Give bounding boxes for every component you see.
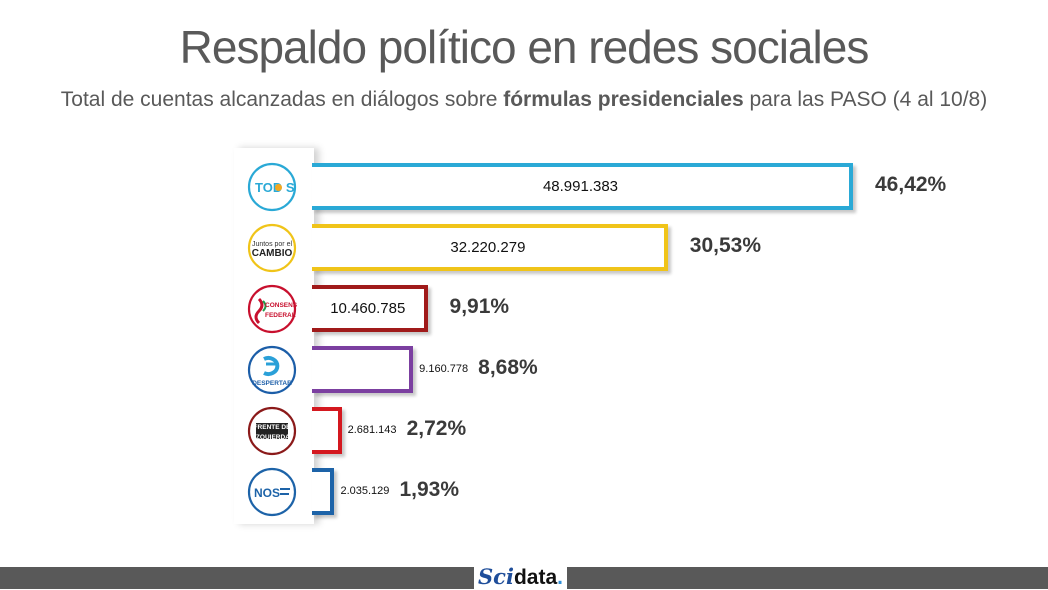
despertar-logo-icon: DESPERTAR xyxy=(247,345,297,394)
bar-3 xyxy=(312,285,428,332)
brand-dot-text: . xyxy=(557,566,563,589)
party-logo-3: CONSENSO FEDERAL xyxy=(247,283,297,334)
svg-text:FRENTE DE: FRENTE DE xyxy=(254,424,292,431)
frente-de-todos-logo-icon: TOD S xyxy=(247,162,297,211)
subtitle-text-before: Total de cuentas alcanzadas en diálogos … xyxy=(60,88,504,111)
nos-logo-icon: NOS xyxy=(247,467,297,516)
page-title: Respaldo político en redes sociales xyxy=(179,21,870,73)
bar-1 xyxy=(312,163,853,210)
bar-percent-label-1: 46,42% xyxy=(875,172,947,196)
svg-text:FEDERAL: FEDERAL xyxy=(265,312,296,319)
party-logo-2: Juntos por el CAMBIO xyxy=(247,222,297,273)
svg-text:IZQUIERDA: IZQUIERDA xyxy=(254,434,290,441)
bar-value-label-2: 32.220.279 xyxy=(450,238,526,256)
bar-2 xyxy=(312,224,668,271)
party-logo-5: FRENTE DE IZQUIERDA xyxy=(247,405,297,456)
bar-6 xyxy=(312,468,335,515)
bar-4 xyxy=(312,346,414,393)
svg-text:CAMBIO: CAMBIO xyxy=(252,248,293,259)
brand-data-text: data xyxy=(513,566,558,589)
svg-text:NOS: NOS xyxy=(254,486,280,500)
bar-5 xyxy=(312,407,342,454)
svg-text:Juntos por el: Juntos por el xyxy=(252,241,293,248)
bar-value-label-6: 2.035.129 xyxy=(340,485,390,497)
bar-percent-label-2: 30,53% xyxy=(689,233,762,257)
subtitle-text-bold: fórmulas presidenciales xyxy=(503,88,744,111)
party-logo-4: DESPERTAR xyxy=(247,344,297,395)
bar-value-label-5: 2.681.143 xyxy=(347,424,397,436)
bar-percent-label-3: 9,91% xyxy=(449,294,510,318)
subtitle-text-after: para las PASO (4 al 10/8) xyxy=(743,88,988,111)
svg-text:DESPERTAR: DESPERTAR xyxy=(252,380,292,387)
party-logo-6: NOS xyxy=(247,466,297,517)
frente-de-izquierda-logo-icon: FRENTE DE IZQUIERDA xyxy=(247,406,297,455)
page-subtitle: Total de cuentas alcanzadas en diálogos … xyxy=(0,88,1048,112)
svg-text:TOD S: TOD S xyxy=(255,180,295,195)
party-logo-1: TOD S xyxy=(247,161,297,212)
svg-text:CONSENSO: CONSENSO xyxy=(265,302,297,309)
bar-value-label-3: 10.460.785 xyxy=(330,299,406,317)
brand-sci-text: Sci xyxy=(478,564,514,589)
bar-value-label-4: 9.160.778 xyxy=(419,363,469,375)
consenso-federal-logo-icon: CONSENSO FEDERAL xyxy=(247,284,297,333)
scidata-brand: Scidata. xyxy=(474,565,567,589)
bar-percent-label-4: 8,68% xyxy=(478,355,538,379)
bar-value-label-1: 48.991.383 xyxy=(542,177,619,195)
bar-percent-label-6: 1,93% xyxy=(399,477,460,501)
bar-percent-label-5: 2,72% xyxy=(406,416,467,440)
